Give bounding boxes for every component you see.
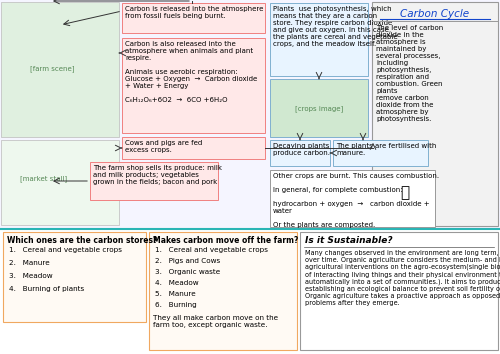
Bar <box>0 229 500 354</box>
Bar <box>122 38 265 133</box>
Text: 2.   Pigs and Cows: 2. Pigs and Cows <box>155 258 220 264</box>
Bar <box>270 79 368 137</box>
Text: [crops image]: [crops image] <box>295 105 343 112</box>
Bar <box>270 140 330 166</box>
Text: 3.   Meadow: 3. Meadow <box>9 273 52 279</box>
Bar <box>333 140 428 166</box>
Bar <box>270 170 435 227</box>
Text: Cows and pigs are fed
excess crops.: Cows and pigs are fed excess crops. <box>125 140 202 153</box>
Text: 5.   Manure: 5. Manure <box>155 291 196 297</box>
Text: 2.   Manure: 2. Manure <box>9 260 50 266</box>
Bar <box>122 137 265 159</box>
Text: Carbon is released into the atmosphere
from fossil fuels being burnt.: Carbon is released into the atmosphere f… <box>125 6 264 19</box>
Text: Makes carbon move off the farm?: Makes carbon move off the farm? <box>153 236 298 245</box>
Text: Which ones are the carbon stores?: Which ones are the carbon stores? <box>7 236 158 245</box>
Bar <box>0 0 500 228</box>
Bar <box>372 2 498 226</box>
Text: 4.   Meadow: 4. Meadow <box>155 280 198 286</box>
Text: The plants are fertilised with
manure.: The plants are fertilised with manure. <box>336 143 436 156</box>
Bar <box>300 232 498 350</box>
Bar <box>90 162 218 200</box>
Text: 1.   Cereal and vegetable crops: 1. Cereal and vegetable crops <box>155 247 268 253</box>
Bar <box>270 3 368 76</box>
Text: Carbon is also released into the
atmosphere when animals and plant
respire.

Ani: Carbon is also released into the atmosph… <box>125 41 257 103</box>
Text: [market stall]: [market stall] <box>20 175 67 182</box>
Bar <box>1 2 119 137</box>
Text: Decaying plants
produce carbon.: Decaying plants produce carbon. <box>273 143 330 156</box>
Text: Other crops are burnt. This causes combustion.

In general, for complete combust: Other crops are burnt. This causes combu… <box>273 173 439 228</box>
Text: 1.   Cereal and vegetable crops: 1. Cereal and vegetable crops <box>9 247 122 253</box>
Text: 🔥: 🔥 <box>400 185 409 200</box>
Bar <box>1 140 119 225</box>
Text: 3.   Organic waste: 3. Organic waste <box>155 269 220 275</box>
Text: 4.   Burning of plants: 4. Burning of plants <box>9 286 84 292</box>
Text: Carbon Cycle: Carbon Cycle <box>400 9 469 19</box>
Bar <box>3 232 146 322</box>
Bar <box>122 3 265 33</box>
Bar <box>149 232 297 350</box>
Text: Is it Sustainable?: Is it Sustainable? <box>305 236 392 245</box>
Text: The level of carbon
dioxide in the
atmosphere is
maintained by
several processes: The level of carbon dioxide in the atmos… <box>376 25 444 122</box>
Text: The farm shop sells its produce: milk
and milk products; vegetables
grown in the: The farm shop sells its produce: milk an… <box>93 165 222 185</box>
Text: Plants  use photosynthesis, which
means that they are a carbon
store. They respi: Plants use photosynthesis, which means t… <box>273 6 398 47</box>
Text: They all make carbon move on the
farm too, except organic waste.: They all make carbon move on the farm to… <box>153 315 278 328</box>
Text: Many changes observed in the environment are long term, occurring slowly
over ti: Many changes observed in the environment… <box>305 250 500 306</box>
Text: 6.   Burning: 6. Burning <box>155 302 197 308</box>
Text: [farm scene]: [farm scene] <box>30 65 74 72</box>
